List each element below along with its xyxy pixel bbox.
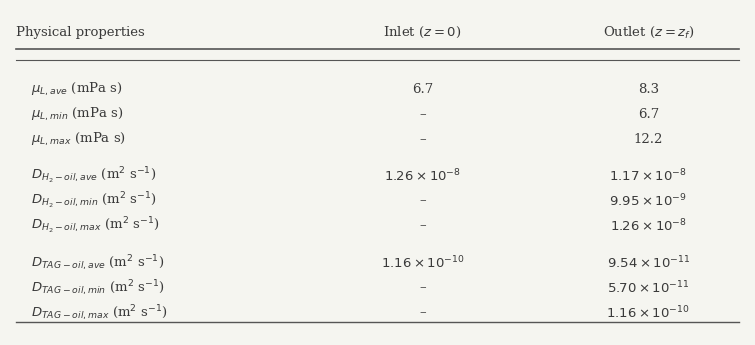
Text: 6.7: 6.7 [412, 83, 433, 96]
Text: $1.17 \times 10^{-8}$: $1.17 \times 10^{-8}$ [609, 168, 687, 184]
Text: $1.16 \times 10^{-10}$: $1.16 \times 10^{-10}$ [381, 255, 464, 271]
Text: $D_{H_2-oil,max}$ (m$^2$ s$^{-1}$): $D_{H_2-oil,max}$ (m$^2$ s$^{-1}$) [32, 216, 160, 236]
Text: $\mu_{L,max}$ (mPa s): $\mu_{L,max}$ (mPa s) [32, 130, 126, 148]
Text: $1.26 \times 10^{-8}$: $1.26 \times 10^{-8}$ [384, 168, 461, 184]
Text: –: – [419, 132, 426, 146]
Text: 12.2: 12.2 [633, 132, 663, 146]
Text: $1.16 \times 10^{-10}$: $1.16 \times 10^{-10}$ [606, 305, 690, 321]
Text: –: – [419, 282, 426, 295]
Text: Physical properties: Physical properties [17, 26, 145, 39]
Text: $D_{H_2-oil,min}$ (m$^2$ s$^{-1}$): $D_{H_2-oil,min}$ (m$^2$ s$^{-1}$) [32, 191, 158, 211]
Text: $D_{H_2-oil,ave}$ (m$^2$ s$^{-1}$): $D_{H_2-oil,ave}$ (m$^2$ s$^{-1}$) [32, 166, 157, 186]
Text: $\mu_{L,min}$ (mPa s): $\mu_{L,min}$ (mPa s) [32, 106, 124, 123]
Text: $9.54 \times 10^{-11}$: $9.54 \times 10^{-11}$ [606, 255, 690, 271]
Text: $D_{TAG-oil,ave}$ (m$^2$ s$^{-1}$): $D_{TAG-oil,ave}$ (m$^2$ s$^{-1}$) [32, 253, 165, 273]
Text: $5.70 \times 10^{-11}$: $5.70 \times 10^{-11}$ [607, 280, 689, 296]
Text: –: – [419, 219, 426, 233]
Text: 6.7: 6.7 [638, 108, 659, 121]
Text: $D_{TAG-oil,min}$ (m$^2$ s$^{-1}$): $D_{TAG-oil,min}$ (m$^2$ s$^{-1}$) [32, 278, 165, 298]
Text: $9.95 \times 10^{-9}$: $9.95 \times 10^{-9}$ [609, 193, 687, 209]
Text: $D_{TAG-oil,max}$ (m$^2$ s$^{-1}$): $D_{TAG-oil,max}$ (m$^2$ s$^{-1}$) [32, 303, 168, 323]
Text: Outlet ($z = z_f$): Outlet ($z = z_f$) [602, 24, 694, 40]
Text: 8.3: 8.3 [638, 83, 659, 96]
Text: $1.26 \times 10^{-8}$: $1.26 \times 10^{-8}$ [610, 218, 687, 234]
Text: –: – [419, 195, 426, 208]
Text: –: – [419, 108, 426, 121]
Text: Inlet ($z = 0$): Inlet ($z = 0$) [384, 24, 462, 40]
Text: $\mu_{L,ave}$ (mPa s): $\mu_{L,ave}$ (mPa s) [32, 81, 123, 98]
Text: –: – [419, 306, 426, 319]
